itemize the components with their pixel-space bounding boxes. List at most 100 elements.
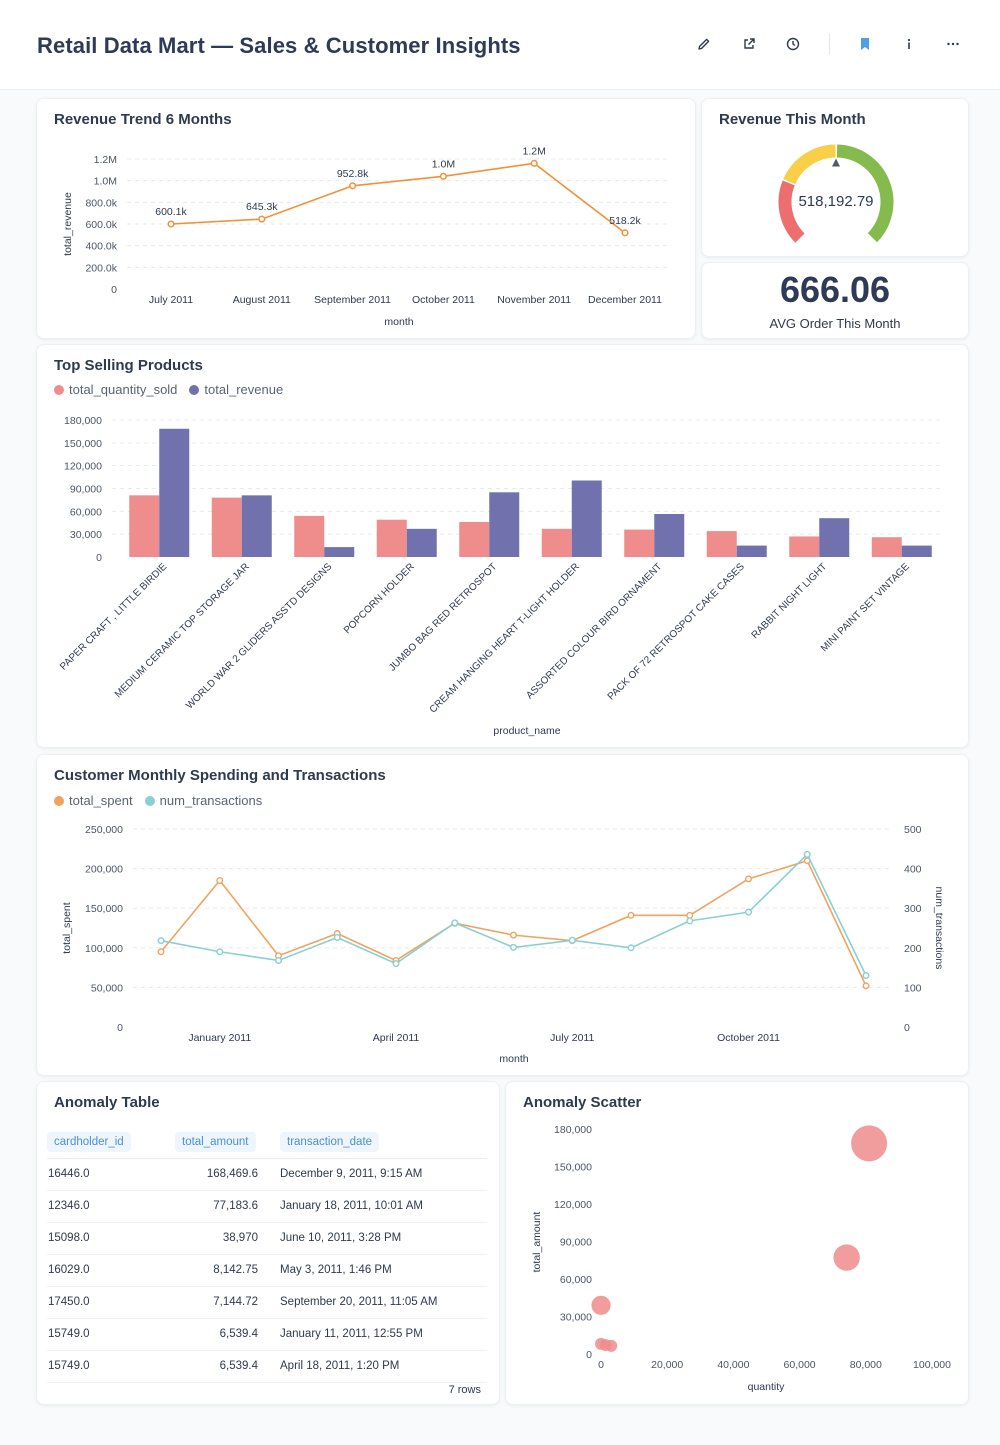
data-label: 645.3k <box>246 201 278 213</box>
anomaly-table-title[interactable]: Anomaly Table <box>54 1094 160 1111</box>
table-row[interactable]: 12346.0 77,183.6 January 18, 2011, 10:01 A… <box>47 1190 487 1223</box>
x-tick-label: 60,000 <box>784 1359 816 1371</box>
cell-total-amount: 168,469.6 <box>175 1158 280 1191</box>
table-row[interactable]: 15749.0 6,539.4 January 11, 2011, 12:55 PM <box>47 1318 487 1351</box>
data-point <box>862 982 870 990</box>
column-header-label: cardholder_id <box>47 1131 131 1152</box>
x-tick-label: 40,000 <box>717 1359 749 1371</box>
data-point <box>258 215 266 223</box>
column-header[interactable]: transaction_date <box>280 1126 487 1159</box>
y-axis-label: total_revenue <box>62 192 74 256</box>
y-tick-label: 50,000 <box>91 982 123 994</box>
bar-total-revenue <box>406 528 437 557</box>
cell-cardholder-id: 15098.0 <box>47 1222 175 1255</box>
y-tick-label: 120,000 <box>64 461 102 473</box>
data-point <box>167 220 175 228</box>
y-tick-label: 800.0k <box>85 197 117 209</box>
avg-order-value: 666.06 <box>779 269 891 310</box>
data-point <box>333 934 341 942</box>
y-tick-label: 180,000 <box>554 1124 592 1136</box>
scatter-point <box>605 1339 618 1352</box>
table-header-row: cardholder_id total_amount transaction_d… <box>47 1126 487 1159</box>
series-line-num-transactions <box>160 852 867 976</box>
column-header[interactable]: total_amount <box>175 1126 280 1159</box>
bar-total-revenue <box>819 518 850 557</box>
cell-cardholder-id: 16029.0 <box>47 1254 175 1287</box>
legend-dot <box>189 384 200 395</box>
y-tick-label: 200.0k <box>85 262 117 274</box>
bookmark-icon[interactable] <box>853 32 877 56</box>
cell-total-amount: 38,970 <box>175 1222 280 1255</box>
y-axis-label: total_amount <box>531 1212 543 1273</box>
anomaly-scatter-card: Anomaly Scatter 0 30,000 60,000 90,000 120,0… <box>505 1081 969 1405</box>
y-tick-label: 150,000 <box>554 1162 592 1174</box>
legend-item-total-quantity-sold[interactable]: total_quantity_sold <box>54 382 177 397</box>
legend-dot <box>144 795 155 806</box>
data-point <box>510 943 518 951</box>
anomaly-scatter-title[interactable]: Anomaly Scatter <box>523 1094 642 1111</box>
bar-total-quantity-sold <box>376 519 407 557</box>
more-icon[interactable] <box>941 32 965 56</box>
table-row[interactable]: 16446.0 168,469.6 December 9, 2011, 9:15 A… <box>47 1158 487 1191</box>
revenue-trend-title[interactable]: Revenue Trend 6 Months <box>54 111 232 128</box>
legend-item-total-revenue[interactable]: total_revenue <box>189 382 283 397</box>
x-axis-label: month <box>499 1053 528 1065</box>
y2-tick-label: 0 <box>904 1022 910 1034</box>
pencil-icon[interactable] <box>692 32 716 56</box>
bar-total-revenue <box>159 428 190 557</box>
share-icon[interactable] <box>737 32 761 56</box>
cell-transaction-date: May 3, 2011, 1:46 PM <box>280 1254 487 1287</box>
x-axis-label: product_name <box>493 725 560 737</box>
table-row[interactable]: 17450.0 7,144.72 September 20, 2011, 11:05… <box>47 1286 487 1319</box>
data-point <box>686 911 694 919</box>
x-tick-label: December 2011 <box>588 294 662 306</box>
customer-spending-chart: 0 0 50,000 100 100,000 200 150,000 300 200,000 40… <box>61 824 945 1065</box>
cell-cardholder-id: 12346.0 <box>47 1190 175 1223</box>
x-tick-label: August 2011 <box>233 294 291 306</box>
info-icon[interactable] <box>897 32 921 56</box>
clock-icon[interactable] <box>781 32 805 56</box>
x-tick-label: PACK OF 72 RETROSPOT CAKE CASES <box>606 561 747 702</box>
bar-total-quantity-sold <box>871 537 902 557</box>
data-point <box>627 944 635 952</box>
table-row[interactable]: 16029.0 8,142.75 May 3, 2011, 1:46 PM <box>47 1254 487 1287</box>
bar-total-revenue <box>324 547 355 557</box>
data-point <box>862 972 870 980</box>
data-point <box>216 948 224 956</box>
y-tick-label: 150,000 <box>85 903 123 915</box>
data-point <box>392 960 400 968</box>
y-tick-label: 600.0k <box>85 219 117 231</box>
cell-transaction-date: December 9, 2011, 9:15 AM <box>280 1158 487 1191</box>
data-point <box>439 172 447 180</box>
bar-total-quantity-sold <box>211 497 242 557</box>
top-products-title[interactable]: Top Selling Products <box>54 357 203 374</box>
table-body: 16446.0 168,469.6 December 9, 2011, 9:15 A… <box>47 1158 487 1383</box>
x-tick-label: RABBIT NIGHT LIGHT <box>750 561 830 641</box>
data-point <box>627 911 635 919</box>
y2-tick-label: 100 <box>904 982 922 994</box>
table-row[interactable]: 15098.0 38,970 June 10, 2011, 3:28 PM <box>47 1222 487 1255</box>
avg-order-label[interactable]: AVG Order This Month <box>769 316 901 331</box>
gauge-segment <box>836 144 894 243</box>
legend-dot <box>54 384 64 395</box>
avg-order-card: 666.06 AVG Order This Month <box>701 262 969 339</box>
column-header[interactable]: cardholder_id <box>47 1126 175 1159</box>
legend-item-total-spent[interactable]: total_spent <box>54 793 133 808</box>
revenue-month-title[interactable]: Revenue This Month <box>719 111 866 128</box>
x-tick-label: July 2011 <box>550 1032 594 1044</box>
y-tick-label: 200,000 <box>85 864 123 876</box>
data-point <box>686 917 694 925</box>
y2-tick-label: 200 <box>904 943 922 955</box>
legend-label: num_transactions <box>159 793 263 808</box>
series-line-total-spent <box>160 859 867 987</box>
bar-total-revenue <box>489 492 520 557</box>
y-tick-label: 0 <box>117 1022 123 1034</box>
customer-spending-title[interactable]: Customer Monthly Spending and Transactio… <box>54 767 386 784</box>
data-point <box>530 159 538 167</box>
legend-item-num-transactions[interactable]: num_transactions <box>144 793 263 808</box>
y-tick-label: 400.0k <box>85 241 117 253</box>
data-point <box>803 850 811 858</box>
table-row[interactable]: 15749.0 6,539.4 April 18, 2011, 1:20 PM <box>47 1350 487 1383</box>
y-tick-label: 0 <box>586 1349 592 1361</box>
toolbar-divider <box>829 33 830 55</box>
